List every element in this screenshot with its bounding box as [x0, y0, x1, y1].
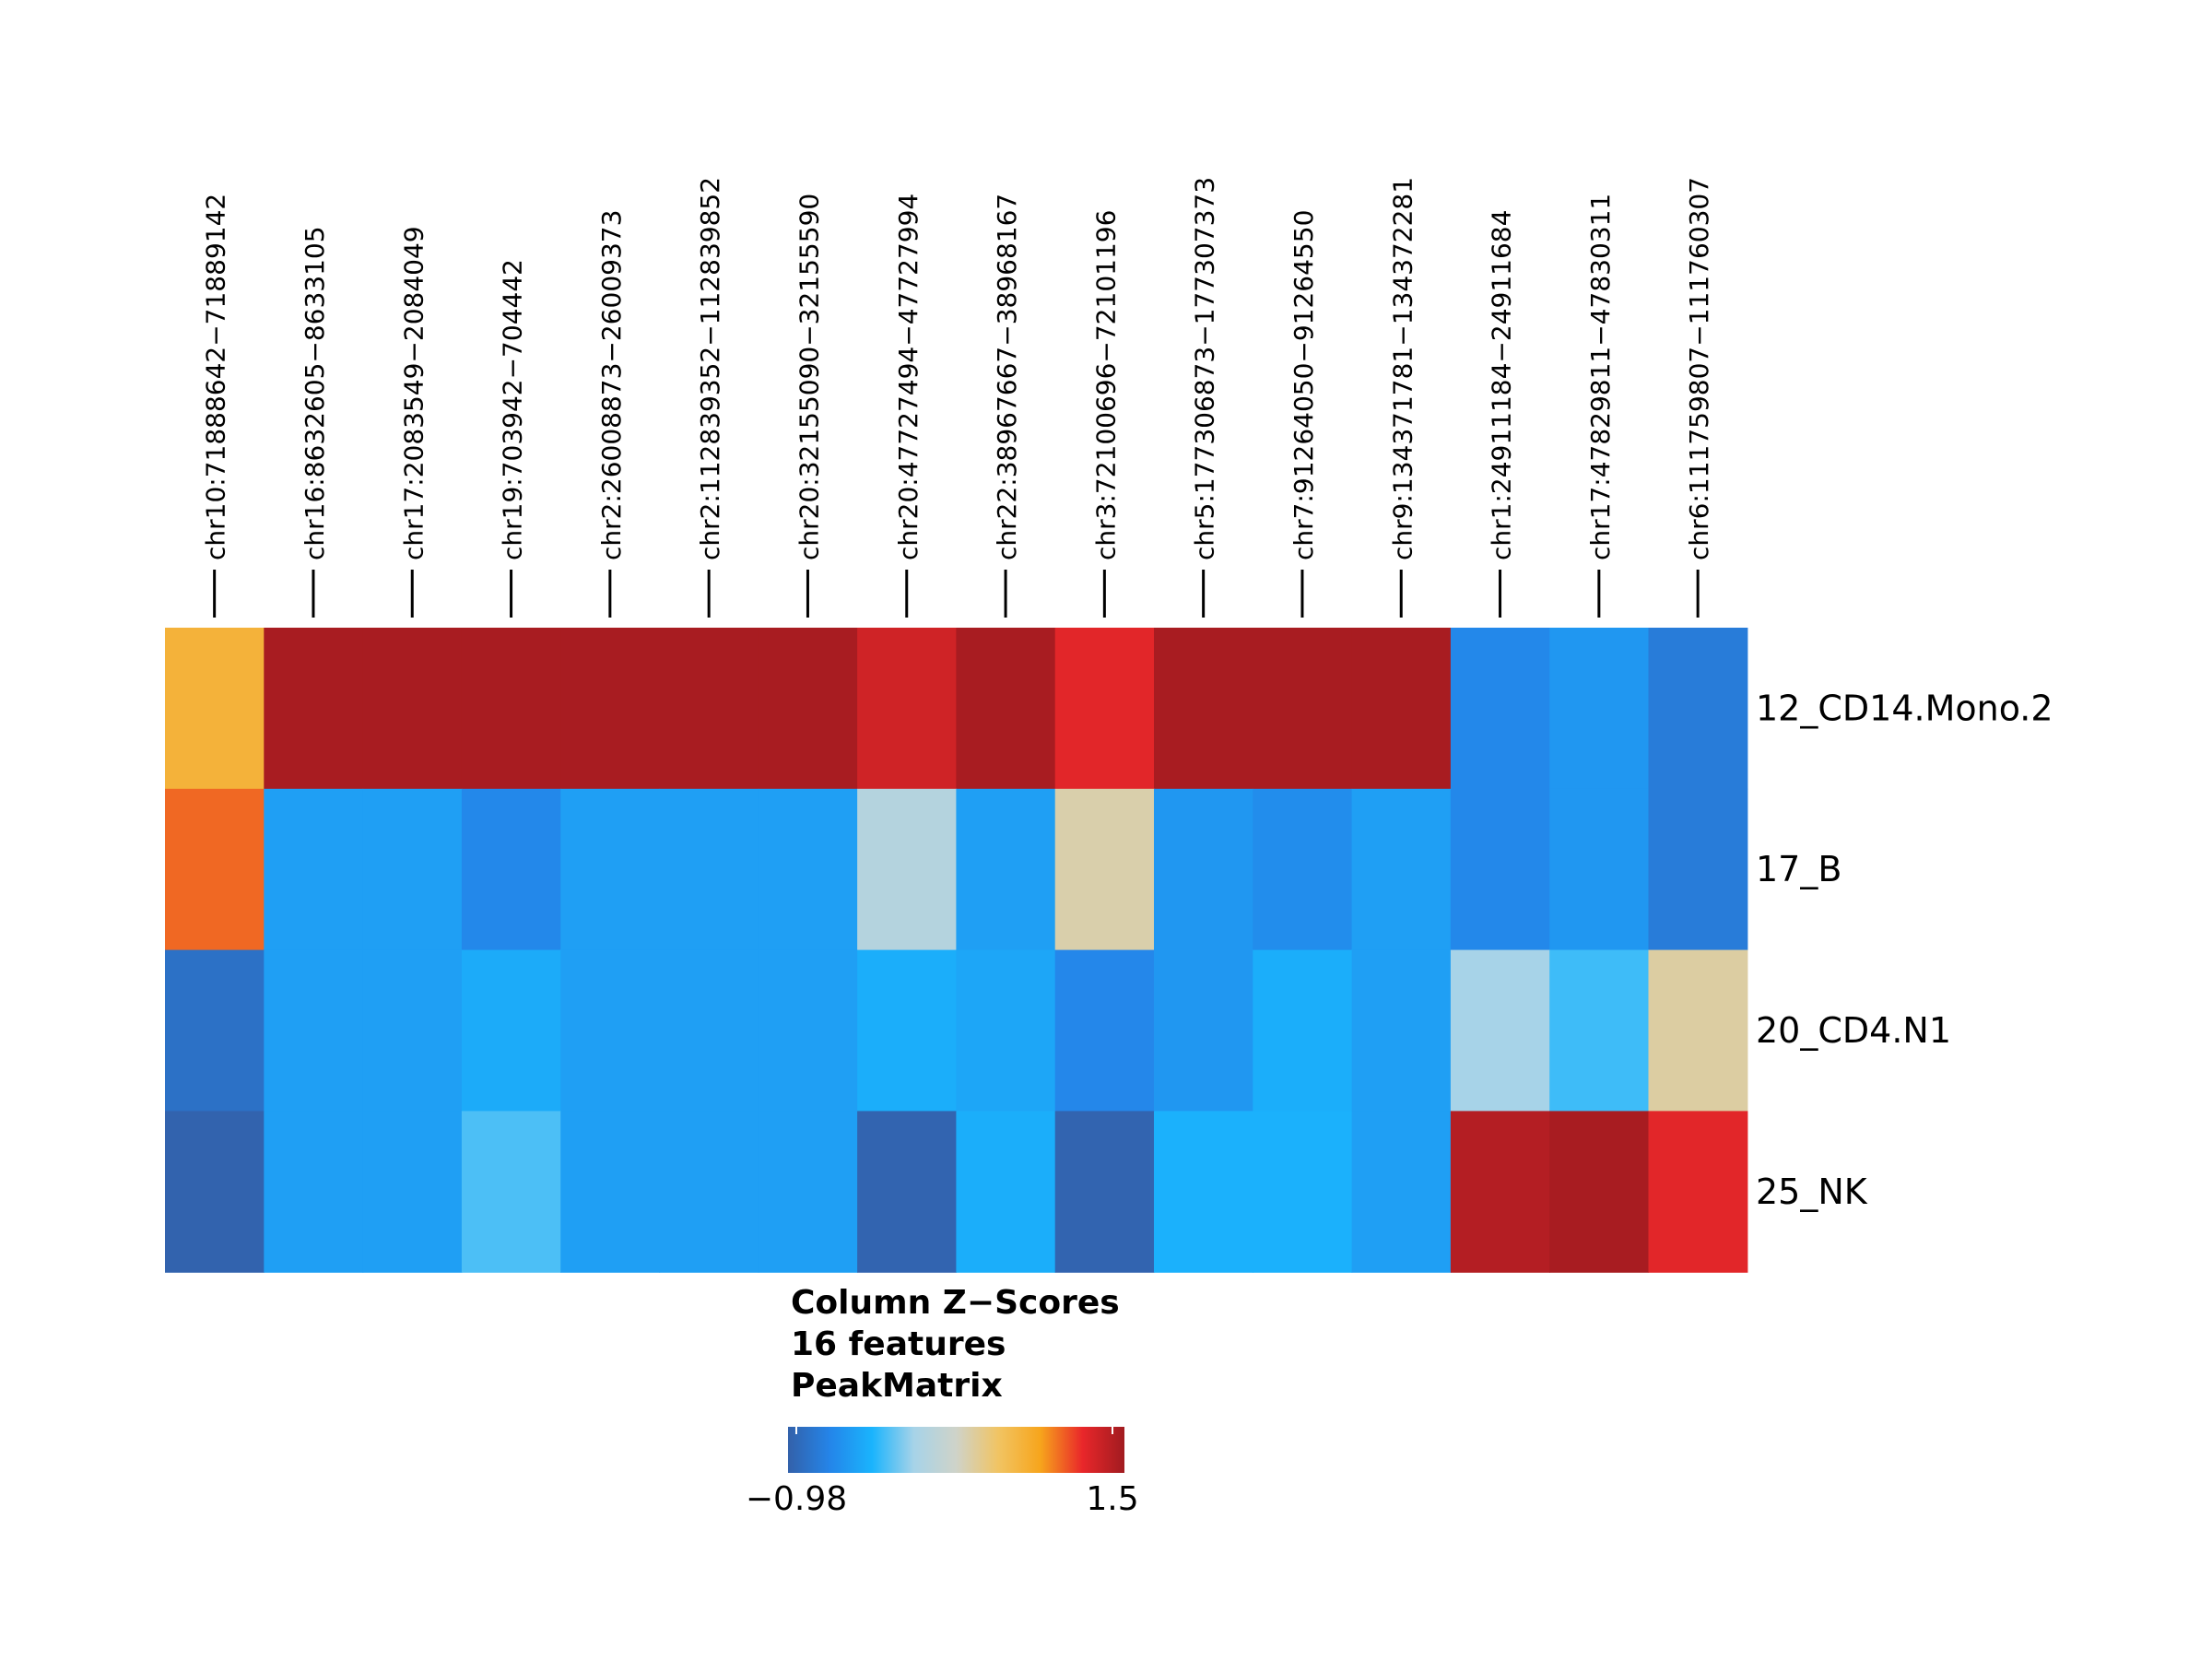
- legend-title-line-2: 16 features: [791, 1325, 1006, 1363]
- heatmap-cell: [264, 1111, 364, 1273]
- heatmap-cell: [362, 628, 463, 790]
- column-label: chr2:112839352−112839852: [695, 177, 725, 560]
- heatmap-cell: [461, 949, 561, 1112]
- column-label: chr19:703942−704442: [498, 259, 528, 560]
- heatmap-cell: [956, 1111, 1056, 1273]
- column-label: chr3:72100696−72101196: [1090, 210, 1121, 560]
- heatmap-cells: [165, 628, 1748, 1273]
- column-label: chr17:2083549−2084049: [398, 226, 429, 560]
- heatmap-cell: [857, 949, 957, 1112]
- heatmap-cell: [1154, 628, 1253, 790]
- column-label: chr17:47829811−47830311: [1585, 194, 1616, 560]
- heatmap-cell: [1351, 1111, 1452, 1273]
- heatmap-cell: [560, 949, 661, 1112]
- row-labels: 12_CD14.Mono.2 17_B 20_CD4.N1 25_NK: [1756, 688, 2053, 1211]
- heatmap-cell: [264, 949, 364, 1112]
- heatmap-cell: [1253, 1111, 1353, 1273]
- heatmap-cell: [1054, 1111, 1155, 1273]
- heatmap-cell: [1549, 1111, 1650, 1273]
- color-legend: Column Z−Scores 16 features PeakMatrix −…: [746, 1284, 1139, 1518]
- heatmap-cell: [659, 949, 759, 1112]
- heatmap-cell: [659, 628, 759, 790]
- heatmap-cell: [659, 788, 759, 951]
- heatmap-cell: [165, 788, 265, 951]
- heatmap-cell: [1253, 628, 1353, 790]
- heatmap-cell: [659, 1111, 759, 1273]
- legend-max-label: 1.5: [1086, 1480, 1138, 1518]
- heatmap-cell: [857, 788, 957, 951]
- column-label: chr6:111759807−111760307: [1684, 177, 1714, 560]
- column-label: chr5:177306873−177307373: [1190, 177, 1220, 560]
- heatmap-cell: [1154, 1111, 1253, 1273]
- column-label: chr20:32155090−32155590: [794, 194, 824, 560]
- legend-color-bar: [788, 1427, 1124, 1473]
- heatmap-cell: [1351, 628, 1452, 790]
- heatmap-cell: [758, 1111, 858, 1273]
- heatmap-cell: [956, 788, 1056, 951]
- heatmap-cell: [264, 788, 364, 951]
- heatmap-cell: [560, 1111, 661, 1273]
- heatmap-cell: [165, 949, 265, 1112]
- heatmap-cell: [956, 628, 1056, 790]
- heatmap-cell: [758, 628, 858, 790]
- heatmap-cell: [1549, 949, 1650, 1112]
- heatmap-cell: [1549, 788, 1650, 951]
- heatmap-cell: [362, 949, 463, 1112]
- heatmap-cell: [1549, 628, 1650, 790]
- column-label: chr20:47727494−47727994: [893, 194, 924, 560]
- column-labels: chr10:71888642−71889142 chr16:8632605−863…: [201, 177, 1715, 560]
- column-label: chr10:71888642−71889142: [201, 194, 231, 560]
- heatmap-cell: [1054, 949, 1155, 1112]
- column-label: chr1:24911184−24911684: [1487, 210, 1517, 560]
- heatmap-cell: [1351, 788, 1452, 951]
- row-label: 25_NK: [1756, 1171, 1868, 1212]
- column-ticks: [213, 570, 1700, 618]
- column-label: chr2:26008873−26009373: [596, 210, 627, 560]
- column-label: chr16:8632605−8633105: [300, 226, 330, 560]
- row-label: 12_CD14.Mono.2: [1756, 688, 2053, 728]
- heatmap-cell: [1648, 788, 1748, 951]
- heatmap-cell: [1450, 1111, 1550, 1273]
- heatmap-cell: [461, 788, 561, 951]
- heatmap-cell: [1450, 949, 1550, 1112]
- heatmap-cell: [1648, 1111, 1748, 1273]
- legend-title-line-3: PeakMatrix: [791, 1367, 1003, 1405]
- column-label: chr7:91264050−91264550: [1288, 210, 1319, 560]
- legend-title-line-1: Column Z−Scores: [791, 1284, 1120, 1322]
- heatmap-cell: [1648, 949, 1748, 1112]
- heatmap-cell: [758, 788, 858, 951]
- heatmap-cell: [560, 788, 661, 951]
- column-label: chr9:134371781−134372281: [1387, 177, 1418, 560]
- heatmap-cell: [461, 1111, 561, 1273]
- heatmap-cell: [461, 628, 561, 790]
- heatmap-cell: [857, 628, 957, 790]
- heatmap-cell: [956, 949, 1056, 1112]
- heatmap-cell: [1054, 788, 1155, 951]
- heatmap-cell: [362, 1111, 463, 1273]
- heatmap-cell: [362, 788, 463, 951]
- heatmap-cell: [1351, 949, 1452, 1112]
- heatmap-cell: [1054, 628, 1155, 790]
- heatmap-cell: [264, 628, 364, 790]
- heatmap-cell: [1253, 788, 1353, 951]
- row-label: 20_CD4.N1: [1756, 1010, 1951, 1051]
- heatmap-cell: [165, 1111, 265, 1273]
- heatmap-cell: [1648, 628, 1748, 790]
- heatmap-cell: [165, 628, 265, 790]
- column-label: chr22:38967667−38968167: [992, 194, 1022, 560]
- legend-min-label: −0.98: [746, 1480, 847, 1518]
- heatmap-cell: [1253, 949, 1353, 1112]
- heatmap-cell: [857, 1111, 957, 1273]
- heatmap-cell: [1450, 788, 1550, 951]
- heatmap-cell: [1450, 628, 1550, 790]
- row-label: 17_B: [1756, 849, 1841, 889]
- heatmap-cell: [560, 628, 661, 790]
- heatmap-cell: [1154, 788, 1253, 951]
- heatmap-cell: [758, 949, 858, 1112]
- heatmap-cell: [1154, 949, 1253, 1112]
